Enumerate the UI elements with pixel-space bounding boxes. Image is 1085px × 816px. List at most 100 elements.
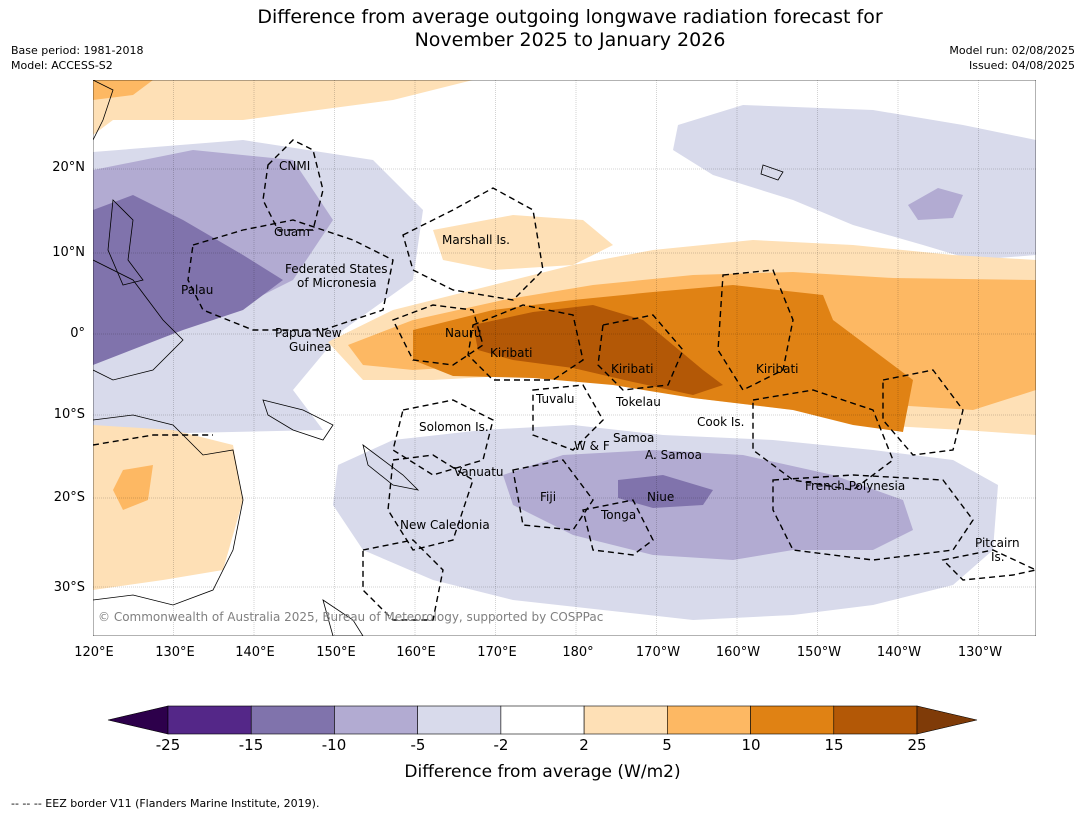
label-palau: Palau — [181, 283, 213, 297]
colorbar-extend-high — [916, 705, 978, 735]
cb-tick-2: -10 — [321, 736, 347, 754]
lat-label-eq: 0° — [70, 326, 85, 341]
label-tokelau: Tokelau — [615, 395, 661, 409]
eez-fsm — [187, 219, 394, 331]
colorbar-segment — [583, 705, 668, 735]
label-nauru: Nauru — [445, 326, 481, 340]
label-samoa: Samoa — [613, 431, 654, 445]
label-wf: W & F — [574, 439, 610, 453]
colorbar-segment — [833, 705, 918, 735]
lon-label-160w: 160°W — [715, 645, 761, 660]
lon-label-170e: 170°E — [477, 645, 517, 660]
lon-label-170w: 170°W — [635, 645, 681, 660]
philippines-coast — [107, 199, 144, 286]
meta-right: Model run: 02/08/2025 Issued: 04/08/2025 — [949, 43, 1075, 73]
meta-left: Base period: 1981-2018 Model: ACCESS-S2 — [11, 43, 143, 73]
lon-label-130w: 130°W — [957, 645, 1003, 660]
cb-tick-8: 15 — [824, 736, 844, 754]
map-panel: CNMI Guam Marshall Is. Federated States … — [93, 80, 1036, 636]
eez-fiji — [512, 459, 594, 531]
cb-tick-3: -5 — [410, 736, 426, 754]
lat-label-20s: 20°S — [53, 490, 85, 505]
issued-date: Issued: 04/08/2025 — [968, 59, 1075, 72]
colorbar-segment — [250, 705, 335, 735]
cb-tick-7: 10 — [741, 736, 761, 754]
label-fsm-2: of Micronesia — [297, 276, 377, 290]
chart-title: Difference from average outgoing longwav… — [0, 6, 1085, 52]
colorbar-segment — [167, 705, 252, 735]
colorbar-segment — [334, 705, 418, 735]
label-tonga: Tonga — [600, 508, 636, 522]
label-fiji: Fiji — [540, 490, 556, 504]
eez-kiribati-east — [717, 269, 794, 391]
neg-field-north-pacific — [673, 105, 1036, 260]
lat-label-30s: 30°S — [53, 580, 85, 595]
hawaii-coast — [760, 164, 784, 181]
eez-footnote: -- -- -- EEZ border V11 (Flanders Marine… — [11, 797, 320, 810]
new-zealand-coast — [322, 599, 364, 636]
cb-tick-1: -15 — [238, 736, 264, 754]
neg-field-tonga — [503, 450, 913, 560]
new-caledonia-coast — [362, 444, 420, 491]
place-labels: CNMI Guam Marshall Is. Federated States … — [98, 159, 1020, 624]
neg-field-core-niue — [618, 475, 713, 508]
lat-label-10s: 10°S — [53, 407, 85, 422]
label-fsm-1: Federated States — [285, 262, 387, 276]
eez-kiribati-west — [467, 304, 584, 381]
cb-tick-0: -25 — [155, 736, 181, 754]
label-french-polynesia: French Polynesia — [805, 479, 905, 493]
lon-label-120e: 120°E — [74, 645, 114, 660]
eez-vanuatu — [387, 454, 474, 551]
lon-label-180: 180° — [562, 645, 594, 660]
eez-tonga — [582, 499, 654, 556]
label-tuvalu: Tuvalu — [535, 392, 575, 406]
pos-field-corner — [93, 80, 153, 100]
label-asamoa: A. Samoa — [645, 448, 702, 462]
label-png-2: Guinea — [289, 340, 332, 354]
copyright-notice: © Commonwealth of Australia 2025, Bureau… — [98, 610, 603, 624]
neg-field-hawaii — [908, 188, 963, 220]
colorbar-segment — [750, 705, 835, 735]
label-kiribati-west: Kiribati — [490, 346, 532, 360]
eez-kiribati-central — [597, 314, 684, 391]
label-new-caledonia: New Caledonia — [400, 518, 490, 532]
colorbar-extend-low — [107, 705, 169, 735]
label-png-1: Papua New — [275, 326, 342, 340]
label-kiribati-east: Kiribati — [756, 362, 798, 376]
label-cook: Cook Is. — [697, 415, 744, 429]
colorbar-segment — [500, 705, 585, 735]
new-guinea-coast — [262, 399, 334, 441]
eez-pitcairn — [941, 549, 1036, 581]
label-solomon: Solomon Is. — [419, 420, 489, 434]
label-guam: Guam — [274, 225, 310, 239]
model-name: Model: ACCESS-S2 — [11, 59, 113, 72]
australia-coast — [93, 414, 244, 606]
eez-borders — [93, 139, 1036, 621]
title-line-2: November 2025 to January 2026 — [414, 29, 726, 51]
eez-line-islands — [882, 369, 964, 456]
label-marshall: Marshall Is. — [442, 233, 510, 247]
eez-tuvalu — [532, 384, 604, 451]
eez-marshall — [402, 187, 544, 301]
graticule — [93, 80, 1036, 636]
eez-french-polynesia — [772, 474, 974, 561]
cb-tick-5: 2 — [579, 736, 589, 754]
cb-tick-9: 25 — [907, 736, 927, 754]
label-kiribati-central: Kiribati — [611, 362, 653, 376]
label-pitcairn-2: Is. — [991, 550, 1005, 564]
lon-label-150e: 150°E — [316, 645, 356, 660]
pos-field-equatorial-core — [473, 305, 723, 395]
indonesia-coast — [93, 259, 184, 381]
pos-field-australia-core — [113, 465, 153, 510]
eez-solomon — [392, 399, 494, 476]
asia-coast — [93, 80, 114, 141]
lat-label-10n: 10°N — [52, 245, 85, 260]
label-pitcairn-1: Pitcairn — [975, 536, 1020, 550]
label-niue: Niue — [647, 490, 674, 504]
lon-label-160e: 160°E — [396, 645, 436, 660]
base-period: Base period: 1981-2018 — [11, 44, 144, 57]
cb-tick-4: -2 — [493, 736, 509, 754]
pos-field-marshall — [433, 215, 613, 270]
title-line-1: Difference from average outgoing longwav… — [257, 6, 883, 28]
lon-label-150w: 150°W — [796, 645, 842, 660]
